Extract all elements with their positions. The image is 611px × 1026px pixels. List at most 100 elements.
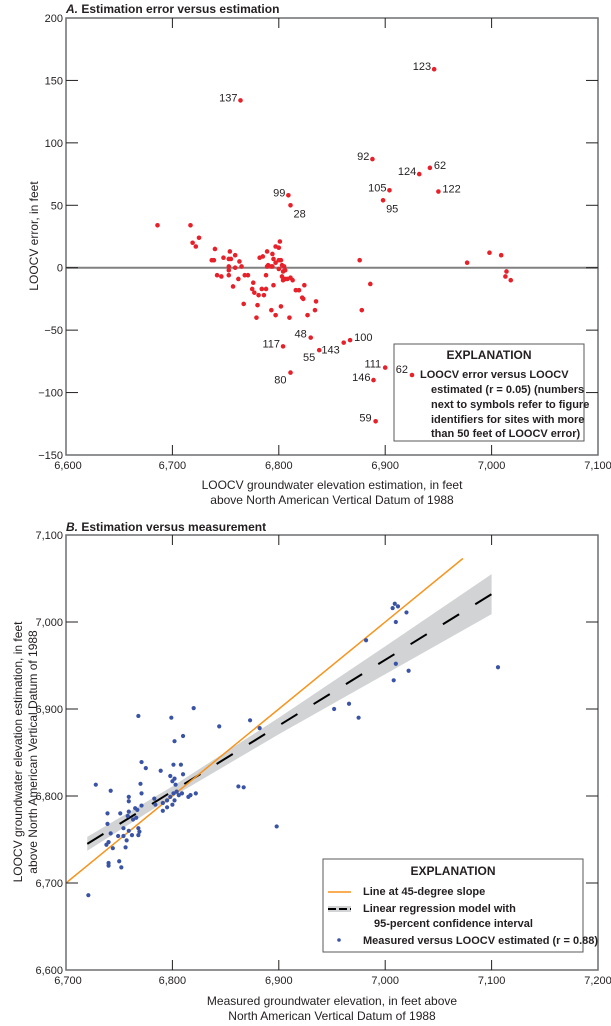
data-point xyxy=(170,802,175,807)
data-point xyxy=(129,833,135,838)
data-point xyxy=(126,794,131,799)
data-point xyxy=(503,274,508,279)
data-point xyxy=(252,290,257,295)
y-tick-label: −150 xyxy=(38,450,63,462)
y-tick-label: 7,100 xyxy=(35,530,63,542)
data-point xyxy=(172,739,177,744)
data-point xyxy=(121,833,126,839)
data-point xyxy=(164,798,170,803)
panel-a-title-text: Estimation error versus estimation xyxy=(81,2,279,16)
data-point xyxy=(250,280,256,285)
data-point xyxy=(126,799,131,804)
data-point xyxy=(227,249,233,254)
data-point xyxy=(136,826,141,831)
x-tick-label: 7,000 xyxy=(371,975,399,987)
data-point xyxy=(232,252,238,258)
site-identifier-label: 122 xyxy=(442,184,460,196)
site-identifier-label: 124 xyxy=(398,166,416,178)
data-point xyxy=(392,601,397,606)
data-point xyxy=(260,254,266,259)
y-tick-label: 50 xyxy=(51,200,63,212)
data-point xyxy=(155,222,160,228)
site-identifier-label: 105 xyxy=(368,182,386,194)
panel-b: B. Estimation versus measurement 6,700 6,… xyxy=(11,520,611,1023)
x-tick-label: 7,100 xyxy=(584,460,611,472)
plot-frame xyxy=(65,17,599,456)
labeled-data-point xyxy=(288,202,293,208)
y-tick-label: 7,000 xyxy=(35,617,63,629)
data-point xyxy=(226,267,232,273)
data-point xyxy=(219,274,224,279)
data-point xyxy=(104,842,109,847)
data-point xyxy=(312,307,318,313)
data-point xyxy=(508,277,514,283)
data-point xyxy=(160,808,165,813)
labeled-data-point xyxy=(280,344,286,349)
data-point xyxy=(391,678,396,683)
data-point xyxy=(279,274,285,279)
data-point xyxy=(193,244,199,249)
data-point xyxy=(281,264,287,269)
data-point xyxy=(126,809,131,814)
labeled-data-point xyxy=(373,418,378,424)
data-point xyxy=(160,800,165,806)
panel-b-legend-box xyxy=(322,858,584,953)
data-point xyxy=(180,772,186,777)
data-point xyxy=(332,706,337,712)
site-identifier-label: 137 xyxy=(219,92,237,104)
data-point xyxy=(93,782,98,787)
data-point xyxy=(139,803,144,808)
panel-a-y-axis-label: LOOCV error, in feet xyxy=(27,181,41,291)
data-point xyxy=(236,276,241,282)
site-identifier-label: 99 xyxy=(273,187,285,199)
labeled-data-point xyxy=(387,188,392,193)
data-point xyxy=(368,281,373,287)
x-tick-label: 7,200 xyxy=(584,975,611,987)
data-point xyxy=(139,791,144,796)
data-point xyxy=(393,619,398,625)
data-point xyxy=(498,252,504,258)
data-point xyxy=(108,831,113,836)
regression-line xyxy=(86,593,493,845)
data-point xyxy=(282,267,288,273)
data-point xyxy=(263,272,269,278)
labeled-data-point xyxy=(316,347,322,353)
data-point xyxy=(179,791,185,796)
site-identifier-label: 48 xyxy=(294,329,306,341)
plot-frame xyxy=(65,534,599,971)
data-point xyxy=(139,759,144,765)
panel-b-letter: B. xyxy=(66,520,78,534)
data-point xyxy=(124,838,129,843)
y-tick-label: −100 xyxy=(38,388,63,400)
x-tick-label: 6,700 xyxy=(54,975,82,987)
data-point xyxy=(168,773,173,779)
data-point xyxy=(136,833,141,838)
site-identifier-label: 92 xyxy=(357,151,369,163)
data-point xyxy=(106,863,111,868)
data-point xyxy=(178,762,184,767)
panel-a-legend-line: estimated (r = 0.05) (numbers xyxy=(431,384,584,396)
data-point xyxy=(313,299,319,304)
labeled-data-point xyxy=(371,377,376,383)
data-point xyxy=(228,256,234,262)
data-point xyxy=(190,240,195,246)
data-point xyxy=(158,768,163,773)
site-identifier-label: 111 xyxy=(364,359,381,371)
x-tick-label: 6,900 xyxy=(371,460,399,472)
data-point xyxy=(171,791,176,796)
data-point xyxy=(164,805,170,810)
y-tick-label: 150 xyxy=(45,75,63,87)
data-point xyxy=(356,715,361,720)
labeled-data-point xyxy=(308,335,314,340)
data-point xyxy=(259,286,265,292)
data-point xyxy=(169,715,174,720)
labeled-data-point xyxy=(431,66,437,72)
data-point xyxy=(305,312,310,318)
data-point xyxy=(188,222,193,228)
panel-b-legend-item: Line at 45-degree slope xyxy=(363,886,485,898)
data-point xyxy=(108,788,113,793)
data-point xyxy=(395,604,401,609)
panel-b-legend-item: Linear regression model with xyxy=(363,903,516,915)
data-point xyxy=(211,257,217,263)
